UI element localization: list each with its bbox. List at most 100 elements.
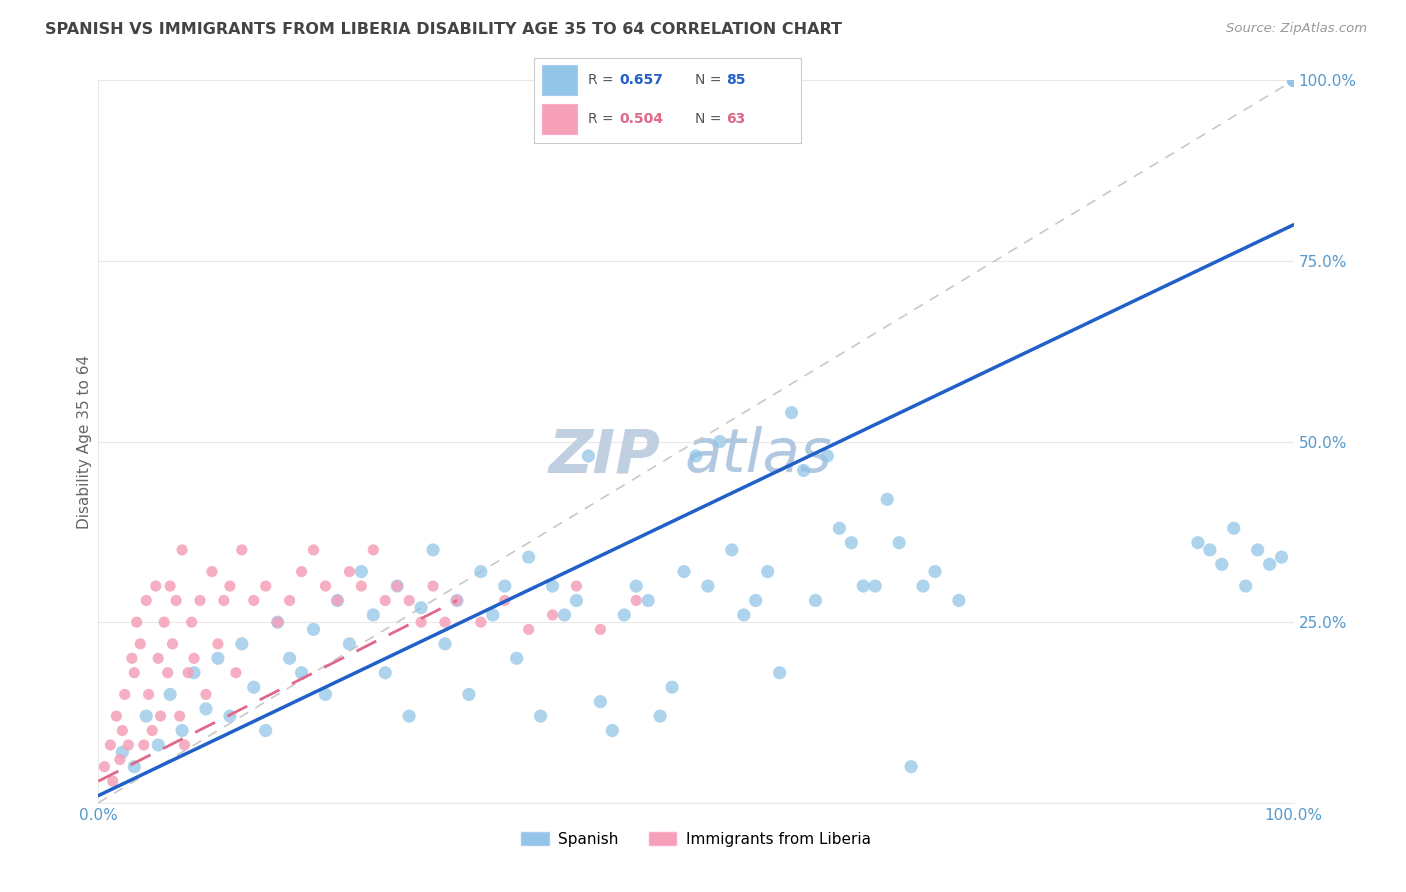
Point <box>291 665 314 680</box>
Point <box>1282 73 1305 87</box>
Point <box>339 637 361 651</box>
Point <box>243 593 266 607</box>
Point <box>1282 73 1305 87</box>
Point <box>494 579 516 593</box>
Point <box>434 637 457 651</box>
Point <box>145 579 167 593</box>
Point <box>912 579 935 593</box>
Point <box>188 593 211 607</box>
Point <box>315 579 337 593</box>
Point <box>1187 535 1209 549</box>
Point <box>506 651 529 665</box>
Point <box>350 579 373 593</box>
Point <box>254 579 277 593</box>
Point <box>101 774 124 789</box>
Point <box>673 565 696 579</box>
Point <box>138 687 160 701</box>
Point <box>385 579 409 593</box>
Point <box>650 709 672 723</box>
Point <box>254 723 277 738</box>
Point <box>565 579 588 593</box>
Point <box>156 665 179 680</box>
Point <box>1282 73 1305 87</box>
Point <box>114 687 136 701</box>
Text: 0.504: 0.504 <box>620 112 664 126</box>
Point <box>108 752 131 766</box>
Text: N =: N = <box>695 73 725 87</box>
Point <box>434 615 457 630</box>
Point <box>446 593 468 607</box>
Point <box>1234 579 1257 593</box>
Bar <box>543 65 576 95</box>
Text: 85: 85 <box>727 73 747 87</box>
Point <box>398 593 420 607</box>
Point <box>165 593 187 607</box>
Point <box>363 542 385 557</box>
Point <box>661 680 683 694</box>
Point <box>278 651 301 665</box>
Legend: Spanish, Immigrants from Liberia: Spanish, Immigrants from Liberia <box>515 826 877 853</box>
Point <box>219 579 242 593</box>
Point <box>1282 73 1305 87</box>
Point <box>494 593 516 607</box>
Point <box>541 579 564 593</box>
Point <box>613 607 636 622</box>
Point <box>793 463 815 477</box>
Point <box>183 651 205 665</box>
Point <box>111 745 134 759</box>
Point <box>637 593 659 607</box>
Point <box>267 615 290 630</box>
Point <box>177 665 200 680</box>
Point <box>339 565 361 579</box>
Point <box>129 637 152 651</box>
Point <box>422 542 444 557</box>
Point <box>517 550 540 565</box>
Point <box>733 607 755 622</box>
Point <box>482 607 505 622</box>
Bar <box>543 103 576 134</box>
Point <box>195 687 218 701</box>
Point <box>756 565 779 579</box>
Point <box>411 615 433 630</box>
Text: N =: N = <box>695 112 725 126</box>
Point <box>780 406 803 420</box>
Point <box>745 593 768 607</box>
Point <box>125 615 148 630</box>
Point <box>1258 558 1281 572</box>
Text: ZIP: ZIP <box>548 426 661 485</box>
Point <box>291 565 314 579</box>
Text: 63: 63 <box>727 112 745 126</box>
Point <box>172 542 194 557</box>
Point <box>117 738 139 752</box>
Point <box>315 687 337 701</box>
Point <box>173 738 195 752</box>
Point <box>1271 550 1294 565</box>
Point <box>852 579 875 593</box>
Point <box>769 665 792 680</box>
Point <box>411 600 433 615</box>
Point <box>302 542 325 557</box>
Point <box>876 492 898 507</box>
Point <box>541 607 564 622</box>
Point <box>207 637 229 651</box>
Point <box>98 738 122 752</box>
Point <box>1282 73 1305 87</box>
Point <box>817 449 839 463</box>
Point <box>149 709 172 723</box>
Point <box>219 709 242 723</box>
Point <box>446 593 468 607</box>
Point <box>530 709 553 723</box>
Point <box>183 665 205 680</box>
Point <box>124 760 146 774</box>
Point <box>153 615 176 630</box>
Point <box>470 615 492 630</box>
Point <box>924 565 946 579</box>
Point <box>1223 521 1246 535</box>
Point <box>159 687 181 701</box>
Point <box>374 593 396 607</box>
Point <box>207 651 229 665</box>
Point <box>363 607 385 622</box>
Point <box>458 687 481 701</box>
Point <box>554 607 576 622</box>
Point <box>267 615 290 630</box>
